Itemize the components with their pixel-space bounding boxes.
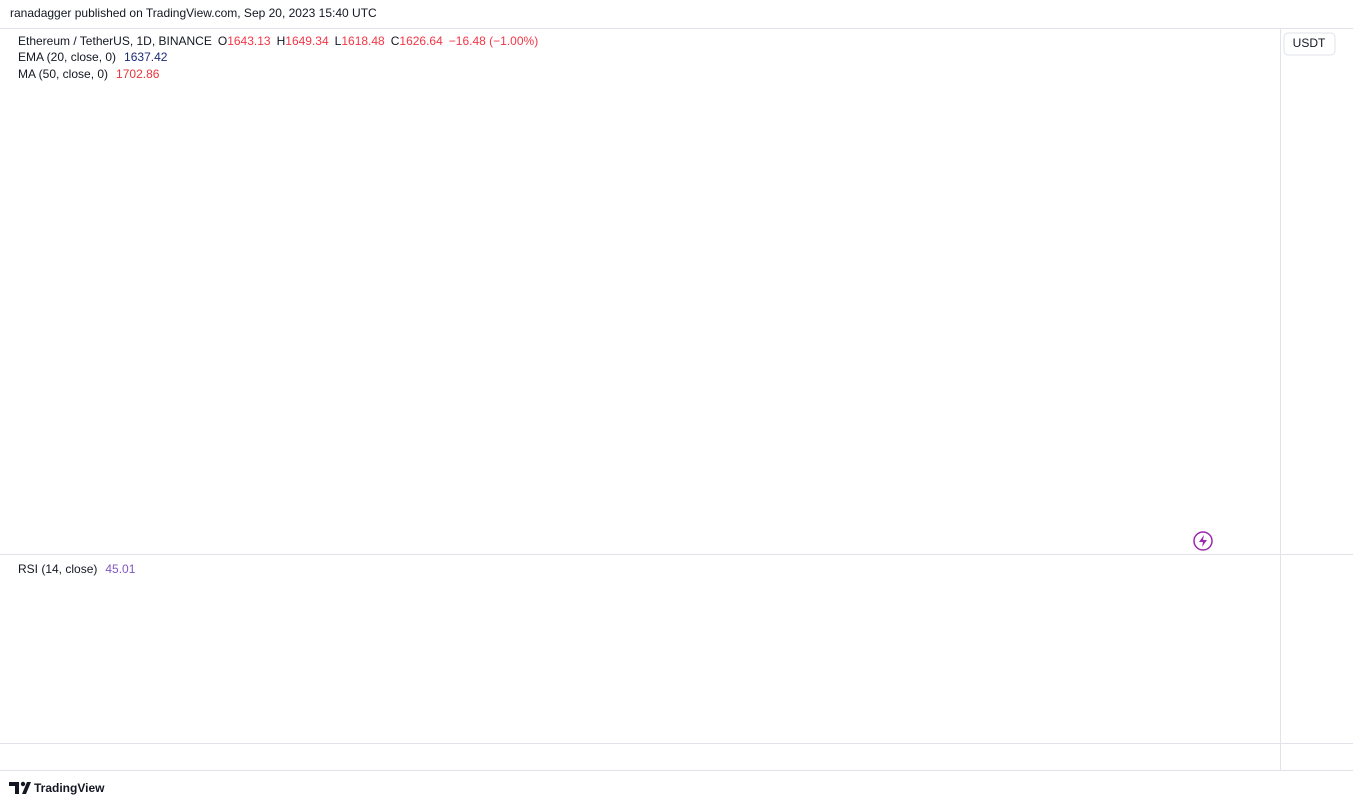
change-value: −16.48 (−1.00%) — [449, 34, 538, 48]
alert-circle[interactable] — [1193, 531, 1213, 551]
top-border — [0, 28, 1353, 29]
alert-bolt[interactable] — [1199, 535, 1207, 547]
pane-separator — [0, 554, 1353, 555]
symbol-legend: Ethereum / TetherUS, 1D, BINANCE O1643.13… — [18, 34, 538, 48]
close-label: C — [391, 34, 400, 48]
ema-value: 1637.42 — [124, 50, 168, 64]
open-value: 1643.13 — [227, 34, 271, 48]
symbol-name: Ethereum / TetherUS, 1D, BINANCE — [18, 34, 212, 48]
currency-label[interactable]: USDT — [1293, 36, 1326, 50]
logo-text[interactable]: TradingView — [34, 781, 105, 795]
ma-legend: MA (50, close, 0) 1702.86 — [18, 67, 160, 81]
rsi-legend: RSI (14, close) 45.01 — [18, 562, 136, 576]
ema-name: EMA (20, close, 0) — [18, 50, 116, 64]
open-label: O — [218, 34, 227, 48]
close-value: 1626.64 — [399, 34, 443, 48]
low-value: 1618.48 — [341, 34, 385, 48]
footer-border — [0, 770, 1353, 771]
rsi-name: RSI (14, close) — [18, 562, 97, 576]
alert-icon[interactable] — [1193, 531, 1213, 551]
publisher-note: ranadagger published on TradingView.com,… — [10, 6, 377, 20]
logo-slash[interactable] — [22, 782, 31, 794]
ema-legend: EMA (20, close, 0) 1637.42 — [18, 50, 168, 64]
logo[interactable] — [9, 781, 31, 794]
logo-mark[interactable] — [9, 782, 19, 794]
price-axis-border — [1280, 28, 1281, 770]
ma-name: MA (50, close, 0) — [18, 67, 108, 81]
low-label: L — [335, 34, 342, 48]
high-value: 1649.34 — [285, 34, 329, 48]
logo-dot[interactable] — [20, 781, 26, 787]
rsi-value: 45.01 — [105, 562, 135, 576]
time-axis-border — [0, 743, 1353, 744]
currency-button[interactable] — [1283, 32, 1336, 56]
ma-value: 1702.86 — [116, 67, 160, 81]
high-label: H — [277, 34, 286, 48]
